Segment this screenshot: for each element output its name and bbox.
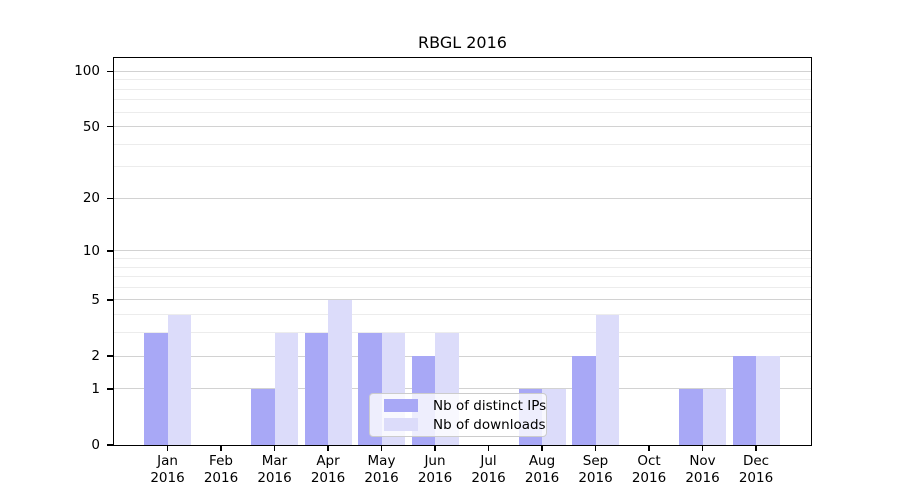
gridline-major-100	[114, 70, 811, 72]
gridline-minor-7	[114, 276, 811, 278]
x-tick-label-oct: Oct 2016	[631, 453, 667, 486]
legend-swatch-distinct-ips	[384, 399, 418, 412]
y-tick-0	[107, 444, 114, 446]
x-tick-nov	[701, 445, 704, 451]
x-tick-label-aug: Aug 2016	[524, 453, 560, 486]
x-tick-label-jan: Jan 2016	[150, 453, 185, 486]
bar-distinct-ips-mar	[251, 388, 275, 445]
gridline-minor-30	[114, 166, 811, 168]
y-tick-5	[107, 299, 114, 301]
x-tick-mar	[273, 445, 276, 451]
x-tick-feb	[220, 445, 222, 451]
y-tick-20	[107, 197, 114, 200]
x-tick-label-dec: Dec 2016	[738, 453, 774, 486]
bar-downloads-apr	[328, 299, 352, 445]
bar-distinct-ips-apr	[304, 332, 328, 445]
x-tick-dec	[755, 445, 757, 451]
chart-title: RBGL 2016	[418, 33, 507, 52]
gridline-major-10	[114, 250, 811, 252]
x-tick-label-may: May 2016	[364, 453, 399, 486]
legend-label-distinct-ips: Nb of distinct IPs	[433, 397, 547, 414]
y-tick-10	[107, 250, 114, 252]
x-tick-label-feb: Feb 2016	[203, 453, 239, 486]
y-tick-label-0: 0	[91, 437, 100, 453]
x-tick-sep	[594, 445, 597, 451]
legend-label-downloads: Nb of downloads	[433, 416, 546, 433]
bar-downloads-sep	[595, 314, 619, 445]
x-tick-label-mar: Mar 2016	[257, 453, 292, 486]
gridline-major-5	[114, 299, 811, 301]
bar-distinct-ips-jan	[144, 332, 168, 445]
bar-downloads-dec	[756, 356, 780, 445]
gridline-minor-60	[114, 111, 811, 113]
y-tick-label-100: 100	[74, 63, 100, 80]
gridline-major-50	[114, 126, 811, 128]
y-tick-100	[107, 70, 114, 73]
y-tick-1	[107, 388, 114, 390]
x-tick-jun	[434, 445, 436, 451]
y-tick-label-1: 1	[91, 380, 100, 397]
x-tick-may	[380, 445, 383, 451]
y-tick-label-2: 2	[91, 348, 100, 365]
y-tick-label-50: 50	[82, 118, 100, 135]
gridline-minor-6	[114, 286, 811, 288]
y-tick-label-5: 5	[91, 291, 100, 308]
x-tick-oct	[648, 445, 650, 451]
legend-item-downloads: Nb of downloads	[384, 418, 546, 432]
x-tick-jul	[487, 445, 490, 451]
gridline-minor-80	[114, 88, 811, 90]
x-tick-label-jul: Jul 2016	[471, 453, 506, 486]
y-tick-label-10: 10	[82, 242, 100, 259]
x-tick-label-sep: Sep 2016	[578, 453, 613, 486]
bar-distinct-ips-sep	[572, 356, 596, 445]
bar-downloads-mar	[274, 332, 298, 445]
gridline-minor-70	[114, 99, 811, 101]
y-tick-50	[107, 125, 114, 128]
x-tick-apr	[327, 445, 329, 451]
gridline-minor-40	[114, 143, 811, 145]
x-tick-aug	[541, 445, 543, 451]
gridline-minor-9	[114, 258, 811, 260]
bar-distinct-ips-dec	[732, 356, 756, 445]
x-tick-label-nov: Nov 2016	[685, 453, 720, 486]
gridline-major-20	[114, 197, 811, 199]
y-tick-label-20: 20	[82, 190, 100, 207]
bar-downloads-aug	[542, 388, 566, 445]
gridline-major-2	[114, 355, 811, 357]
gridline-minor-90	[114, 79, 811, 81]
gridline-minor-3	[114, 332, 811, 334]
legend-item-distinct-ips: Nb of distinct IPs	[384, 399, 546, 413]
legend-swatch-downloads	[384, 418, 418, 431]
y-tick-2	[107, 355, 114, 357]
bar-distinct-ips-nov	[679, 388, 703, 445]
gridline-major-1	[114, 388, 811, 390]
x-tick-jan	[166, 445, 169, 451]
gridline-minor-8	[114, 266, 811, 268]
bar-downloads-jan	[167, 314, 191, 445]
legend: Nb of distinct IPs Nb of downloads	[369, 393, 547, 437]
gridline-minor-4	[114, 314, 811, 316]
bar-downloads-nov	[702, 388, 726, 445]
x-tick-label-apr: Apr 2016	[310, 453, 346, 486]
x-tick-label-jun: Jun 2016	[417, 453, 453, 486]
